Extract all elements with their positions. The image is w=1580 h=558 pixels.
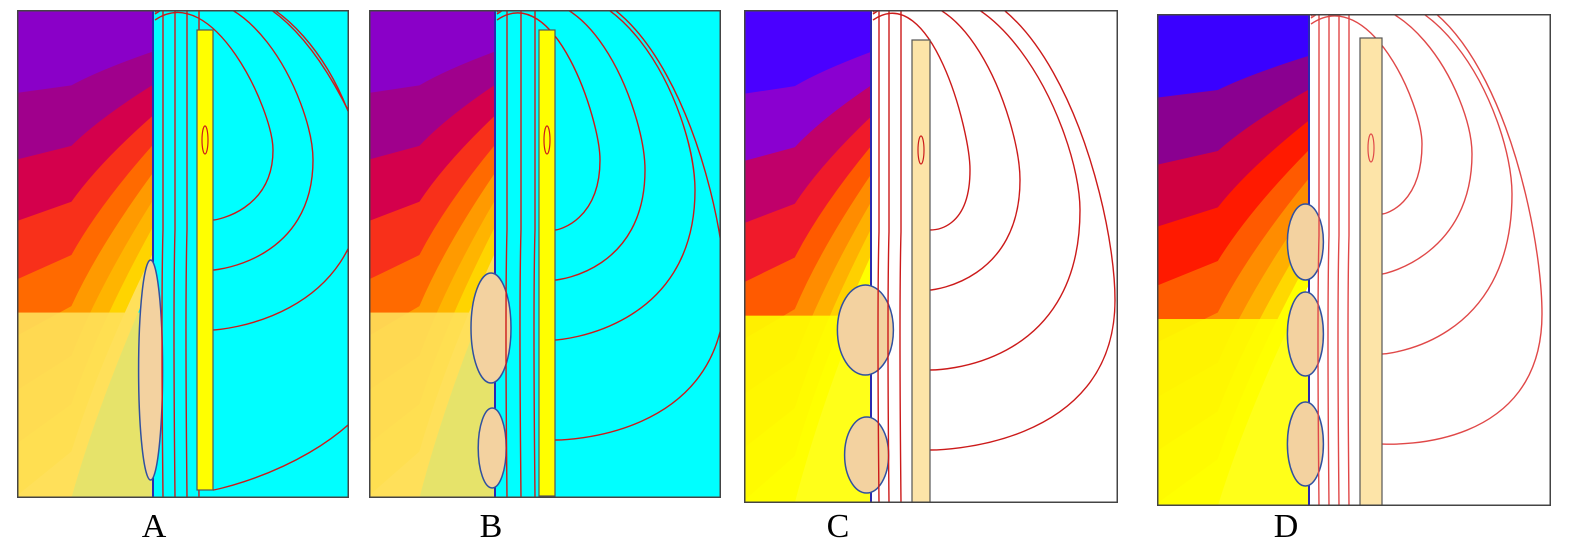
panel-c-label: C [826, 508, 850, 545]
field-line [496, 10, 646, 281]
field-line [496, 12, 601, 231]
panel-d-label: D [1273, 508, 1299, 545]
field-line-core [543, 125, 551, 155]
field-line [872, 12, 971, 231]
potential-band [369, 10, 495, 93]
field-line [1347, 14, 1350, 506]
panel-d [1157, 14, 1551, 506]
field-line [505, 10, 508, 498]
field-lines [1310, 14, 1543, 506]
panel-c-plot [744, 10, 1118, 503]
electrode-bar [538, 29, 556, 497]
field-line [519, 10, 522, 498]
field-line [1310, 14, 1473, 275]
potential-band [1157, 14, 1309, 98]
field-line-core [1367, 133, 1375, 163]
bubble [836, 284, 895, 376]
field-line-core [201, 125, 209, 155]
field-line [496, 10, 696, 341]
field-lines [872, 10, 1116, 503]
potential-band-lower [1157, 319, 1309, 506]
potential-region [1157, 14, 1309, 506]
electrode-bar [911, 39, 931, 503]
panel-d-plot [1157, 14, 1551, 506]
panel-a-plot [17, 10, 349, 498]
field-line [899, 10, 902, 503]
potential-band [744, 10, 871, 94]
panel-b [369, 10, 721, 498]
field-line [872, 10, 1021, 291]
potential-region [369, 10, 495, 498]
field-line [155, 10, 349, 491]
field-line [173, 10, 176, 498]
electrode-bar [196, 29, 214, 491]
panel-frame [369, 10, 721, 498]
panel-b-label: B [479, 508, 503, 545]
field-line-core [917, 135, 925, 165]
field-line [877, 10, 880, 503]
field-line [533, 10, 536, 498]
panel-a [17, 10, 349, 498]
field-line [497, 10, 721, 441]
panel-b-plot [369, 10, 721, 498]
field-line [872, 10, 1081, 371]
bubble [1286, 291, 1325, 377]
panel-c [744, 10, 1118, 503]
panel-a-label: A [141, 508, 167, 545]
potential-band-lower [17, 312, 153, 498]
bubble [843, 416, 890, 494]
panel-frame [744, 10, 1118, 503]
bubble [470, 272, 512, 384]
field-line [1310, 15, 1423, 215]
field-line [185, 10, 188, 498]
field-line [887, 10, 890, 503]
bubble [1286, 401, 1325, 487]
field-line [1337, 14, 1340, 506]
field-line [161, 10, 164, 498]
field-line [1327, 14, 1330, 506]
bubble [1286, 203, 1325, 281]
panel-frame [1157, 14, 1551, 506]
field-line [154, 10, 349, 331]
potential-region [17, 10, 153, 498]
bubble [137, 259, 164, 481]
bubble [477, 407, 507, 489]
electrode-bar [1359, 37, 1383, 506]
field-line [873, 10, 1116, 451]
field-line [1317, 14, 1320, 506]
potential-band [17, 10, 153, 93]
field-line [154, 10, 314, 271]
field-line [1310, 14, 1513, 355]
panel-frame [17, 10, 349, 498]
field-line [1311, 14, 1543, 445]
field-lines [496, 10, 721, 498]
